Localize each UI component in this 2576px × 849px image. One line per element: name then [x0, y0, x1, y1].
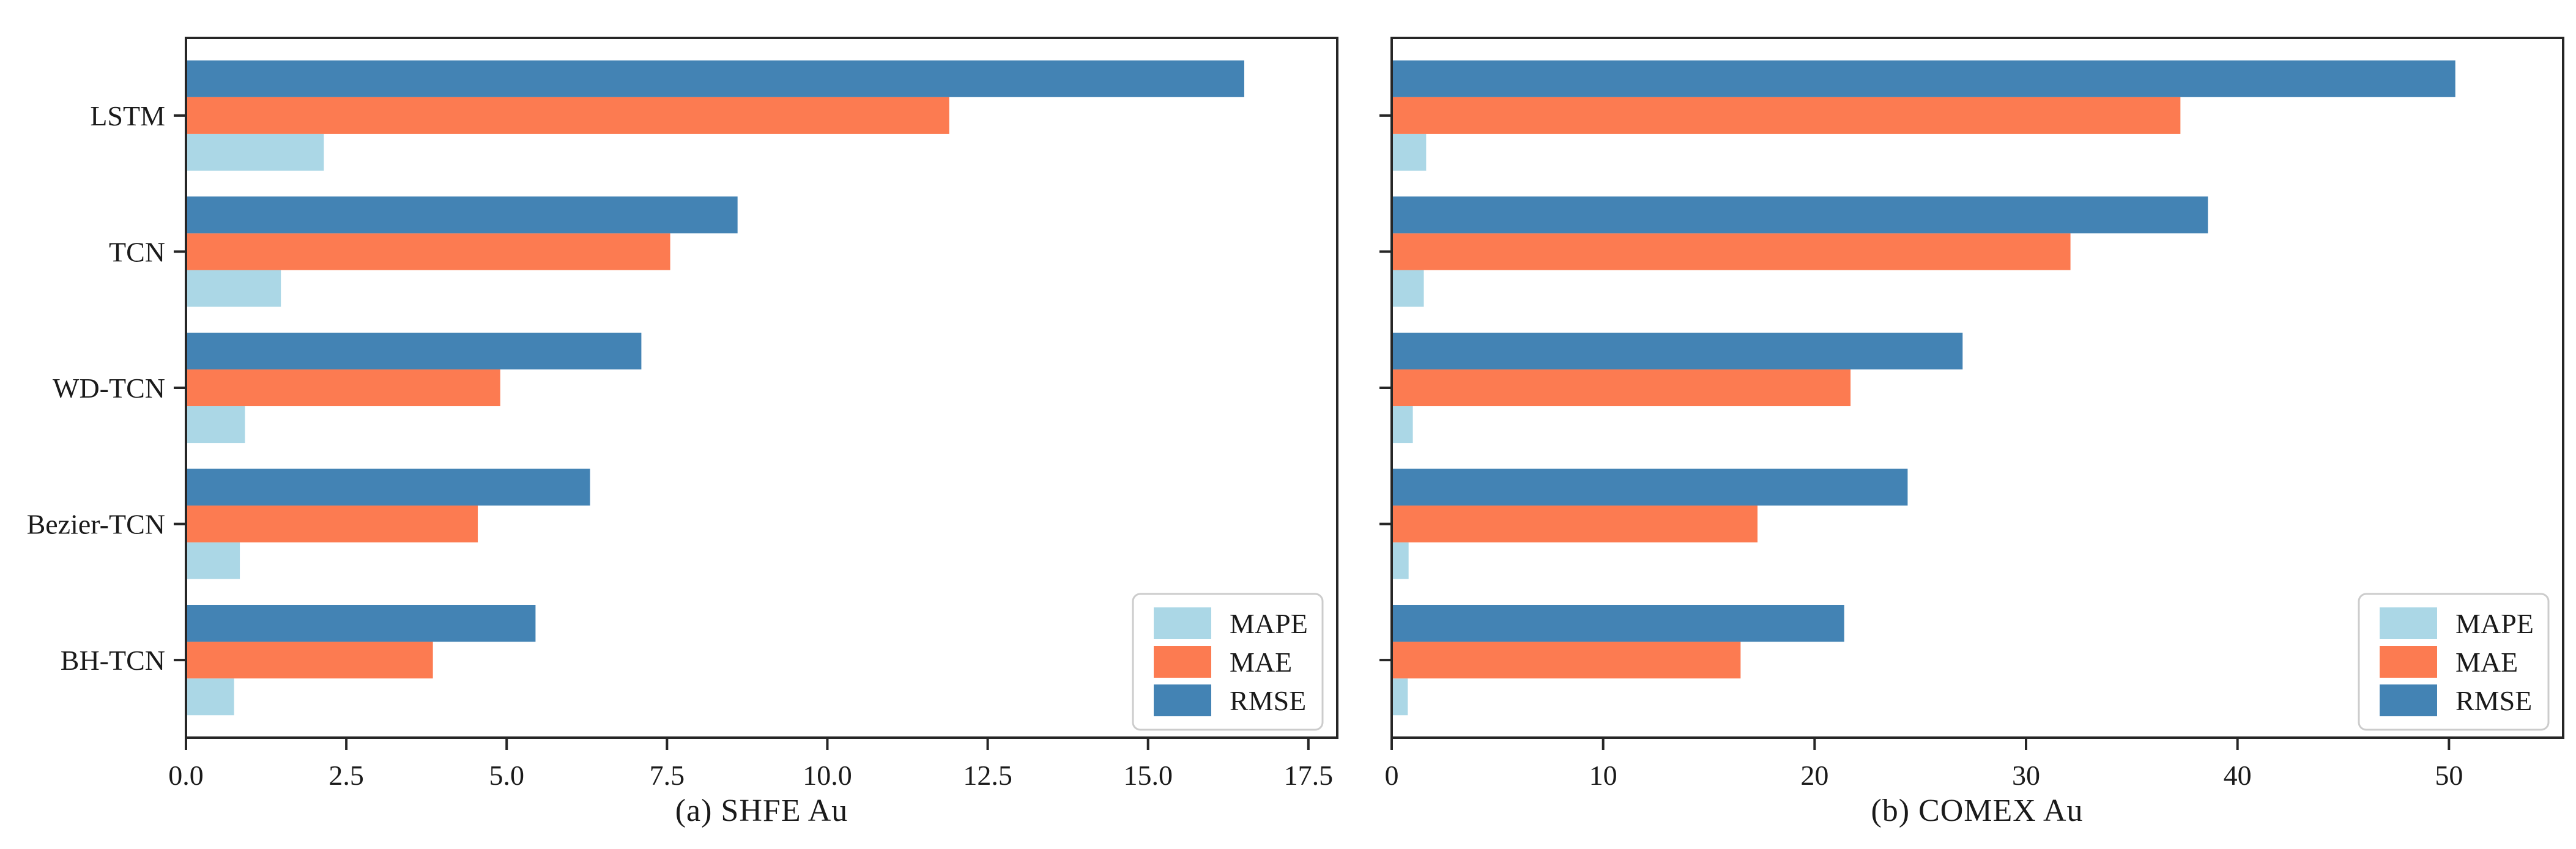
- panel-a-caption: (a) SHFE Au: [675, 793, 848, 828]
- x-axis-tick-label: 12.5: [963, 760, 1012, 791]
- y-axis-label-TCN: TCN: [109, 236, 165, 267]
- bar-WD-TCN-MAE: [1392, 369, 1851, 407]
- bar-Bezier-TCN-MAE: [1392, 505, 1758, 543]
- bar-TCN-MAPE: [186, 270, 281, 307]
- bar-WD-TCN-RMSE: [1392, 332, 1963, 369]
- x-axis-tick-label: 0.0: [168, 760, 204, 791]
- legend-swatch-MAPE: [1154, 607, 1211, 639]
- bar-BH-TCN-RMSE: [1392, 604, 1844, 642]
- x-axis-tick-label: 10.0: [803, 760, 852, 791]
- legend-label-MAE: MAE: [1230, 647, 1292, 678]
- legend-swatch-MAE: [1154, 646, 1211, 678]
- x-axis-tick-label: 10: [1589, 760, 1617, 791]
- x-axis-tick-label: 20: [1800, 760, 1828, 791]
- bar-LSTM-MAPE: [186, 133, 324, 171]
- y-axis-label-BH-TCN: BH-TCN: [61, 645, 165, 676]
- legend-label-MAPE: MAPE: [1230, 608, 1308, 639]
- y-axis-label-WD-TCN: WD-TCN: [53, 373, 165, 404]
- x-axis-tick-label: 7.5: [650, 760, 685, 791]
- bar-TCN-RMSE: [186, 196, 738, 234]
- y-axis-label-Bezier-TCN: Bezier-TCN: [27, 509, 165, 540]
- legend-label-MAPE: MAPE: [2455, 608, 2534, 639]
- panel-b: 0 10 20 30 40 50 MAPE MAE RMSE: [1379, 37, 2564, 791]
- bar-Bezier-TCN-MAE: [186, 505, 478, 543]
- legend-swatch-MAPE: [2380, 607, 2437, 639]
- bar-WD-TCN-MAPE: [1392, 406, 1413, 443]
- bar-BH-TCN-MAPE: [186, 678, 234, 716]
- bar-BH-TCN-MAE: [186, 642, 433, 679]
- bar-LSTM-RMSE: [1392, 60, 2455, 97]
- bar-BH-TCN-MAE: [1392, 642, 1741, 679]
- bar-WD-TCN-MAPE: [186, 406, 245, 443]
- legend-label-MAE: MAE: [2455, 647, 2518, 678]
- bar-Bezier-TCN-RMSE: [186, 469, 590, 506]
- bar-LSTM-RMSE: [186, 60, 1244, 97]
- x-axis-tick-label: 17.5: [1284, 760, 1334, 791]
- bar-LSTM-MAE: [1392, 97, 2181, 134]
- bar-BH-TCN-RMSE: [186, 604, 536, 642]
- legend-label-RMSE: RMSE: [2455, 685, 2532, 716]
- bar-TCN-MAE: [1392, 233, 2071, 270]
- legend-label-RMSE: RMSE: [1230, 685, 1306, 716]
- bar-BH-TCN-MAPE: [1392, 678, 1408, 716]
- bar-TCN-MAPE: [1392, 270, 1424, 307]
- x-axis-tick-label: 50: [2435, 760, 2463, 791]
- legend-swatch-MAE: [2380, 646, 2437, 678]
- legend-swatch-RMSE: [1154, 684, 1211, 716]
- legend-swatch-RMSE: [2380, 684, 2437, 716]
- x-axis-tick-label: 40: [2224, 760, 2252, 791]
- bar-WD-TCN-RMSE: [186, 332, 642, 369]
- bar-TCN-RMSE: [1392, 196, 2208, 234]
- panel-a: 0.0 2.5 5.0 7.5 10.0 12.5 15.0 17.5 LSTM TCN WD-TC…: [27, 37, 1338, 791]
- bar-WD-TCN-MAE: [186, 369, 500, 407]
- bar-LSTM-MAE: [186, 97, 949, 134]
- bar-Bezier-TCN-MAPE: [1392, 542, 1409, 579]
- x-axis-tick-label: 0: [1385, 760, 1399, 791]
- x-axis-tick-label: 15.0: [1123, 760, 1173, 791]
- bar-TCN-MAE: [186, 233, 670, 270]
- bar-Bezier-TCN-RMSE: [1392, 469, 1908, 506]
- x-axis-tick-label: 5.0: [489, 760, 524, 791]
- bar-LSTM-MAPE: [1392, 133, 1427, 171]
- y-axis-label-LSTM: LSTM: [90, 100, 165, 132]
- x-axis-tick-label: 2.5: [328, 760, 364, 791]
- x-axis-tick-label: 30: [2012, 760, 2040, 791]
- panel-b-caption: (b) COMEX Au: [1871, 793, 2084, 828]
- bar-Bezier-TCN-MAPE: [186, 542, 240, 579]
